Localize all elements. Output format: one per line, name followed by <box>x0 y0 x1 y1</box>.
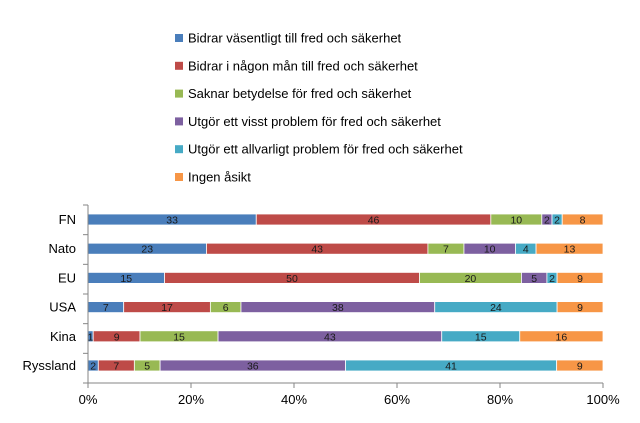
category-label: Nato <box>49 241 76 256</box>
data-label: 8 <box>580 215 586 227</box>
data-label: 9 <box>114 331 120 343</box>
bar-segment <box>561 213 604 226</box>
data-label: 2 <box>90 361 96 373</box>
data-label: 20 <box>465 273 477 285</box>
legend-swatch <box>175 117 183 126</box>
legend-entry: Saknar betydelse för fred och säkerhet <box>188 86 412 101</box>
legend-entry: Utgör ett visst problem för fred och säk… <box>188 114 441 129</box>
data-label: 7 <box>113 361 119 373</box>
data-label: 50 <box>286 273 298 285</box>
data-label: 5 <box>531 273 537 285</box>
data-label: 1 <box>88 331 94 343</box>
data-label: 2 <box>554 215 560 227</box>
data-label: 38 <box>332 302 344 314</box>
data-label: 10 <box>484 244 496 256</box>
data-label: 4 <box>523 244 529 256</box>
legend-entry: Bidrar i någon mån till fred och säkerhe… <box>188 58 418 73</box>
data-label: 43 <box>324 331 336 343</box>
data-label: 16 <box>556 331 568 343</box>
x-tick-label: 40% <box>281 392 307 407</box>
x-tick-label: 100% <box>586 392 620 407</box>
data-label: 7 <box>103 302 109 314</box>
data-label: 9 <box>577 273 583 285</box>
data-label: 41 <box>445 361 457 373</box>
data-label: 15 <box>173 331 185 343</box>
data-label: 36 <box>247 361 259 373</box>
bar-segment <box>535 242 604 255</box>
bar-segment <box>519 330 604 343</box>
x-tick-label: 0% <box>79 392 98 407</box>
data-label: 15 <box>475 331 487 343</box>
data-label: 5 <box>144 361 150 373</box>
legend-swatch <box>175 173 183 181</box>
data-label: 33 <box>166 215 178 227</box>
x-tick-label: 80% <box>487 392 513 407</box>
category-label: FN <box>59 212 76 227</box>
data-label: 7 <box>443 244 449 256</box>
data-label: 9 <box>577 302 583 314</box>
axes: 0% 20% 40% 60% 80% 100% <box>79 204 620 407</box>
data-label: 23 <box>141 244 153 256</box>
legend-swatch <box>175 34 183 42</box>
data-label: 9 <box>577 361 583 373</box>
bar-segment <box>556 271 604 284</box>
category-label: EU <box>58 270 76 285</box>
legend: Bidrar väsentligt till fred och säkerhet… <box>175 31 463 185</box>
legend-swatch <box>175 61 183 70</box>
data-label: 13 <box>564 244 576 256</box>
legend-swatch <box>175 145 183 154</box>
legend-swatch <box>175 89 183 98</box>
category-label: Kina <box>50 329 77 344</box>
data-label: 2 <box>544 215 550 227</box>
bar-segment <box>556 301 604 314</box>
data-label: 17 <box>161 302 173 314</box>
data-label: 43 <box>311 244 323 256</box>
data-label: 24 <box>490 302 502 314</box>
data-label: 2 <box>549 273 555 285</box>
bar-segment <box>556 359 604 372</box>
legend-entry: Utgör ett allvarligt problem för fred oc… <box>188 142 463 157</box>
x-tick-label: 60% <box>384 392 410 407</box>
legend-entry: Ingen åsikt <box>188 170 251 185</box>
data-label: 6 <box>223 302 229 314</box>
legend-entry: Bidrar väsentligt till fred och säkerhet <box>188 31 402 46</box>
data-label: 15 <box>120 273 132 285</box>
data-label: 46 <box>368 215 380 227</box>
x-tick-label: 20% <box>178 392 204 407</box>
category-label: USA <box>49 300 76 315</box>
category-label: Ryssland <box>23 358 76 373</box>
data-label: 10 <box>510 215 522 227</box>
